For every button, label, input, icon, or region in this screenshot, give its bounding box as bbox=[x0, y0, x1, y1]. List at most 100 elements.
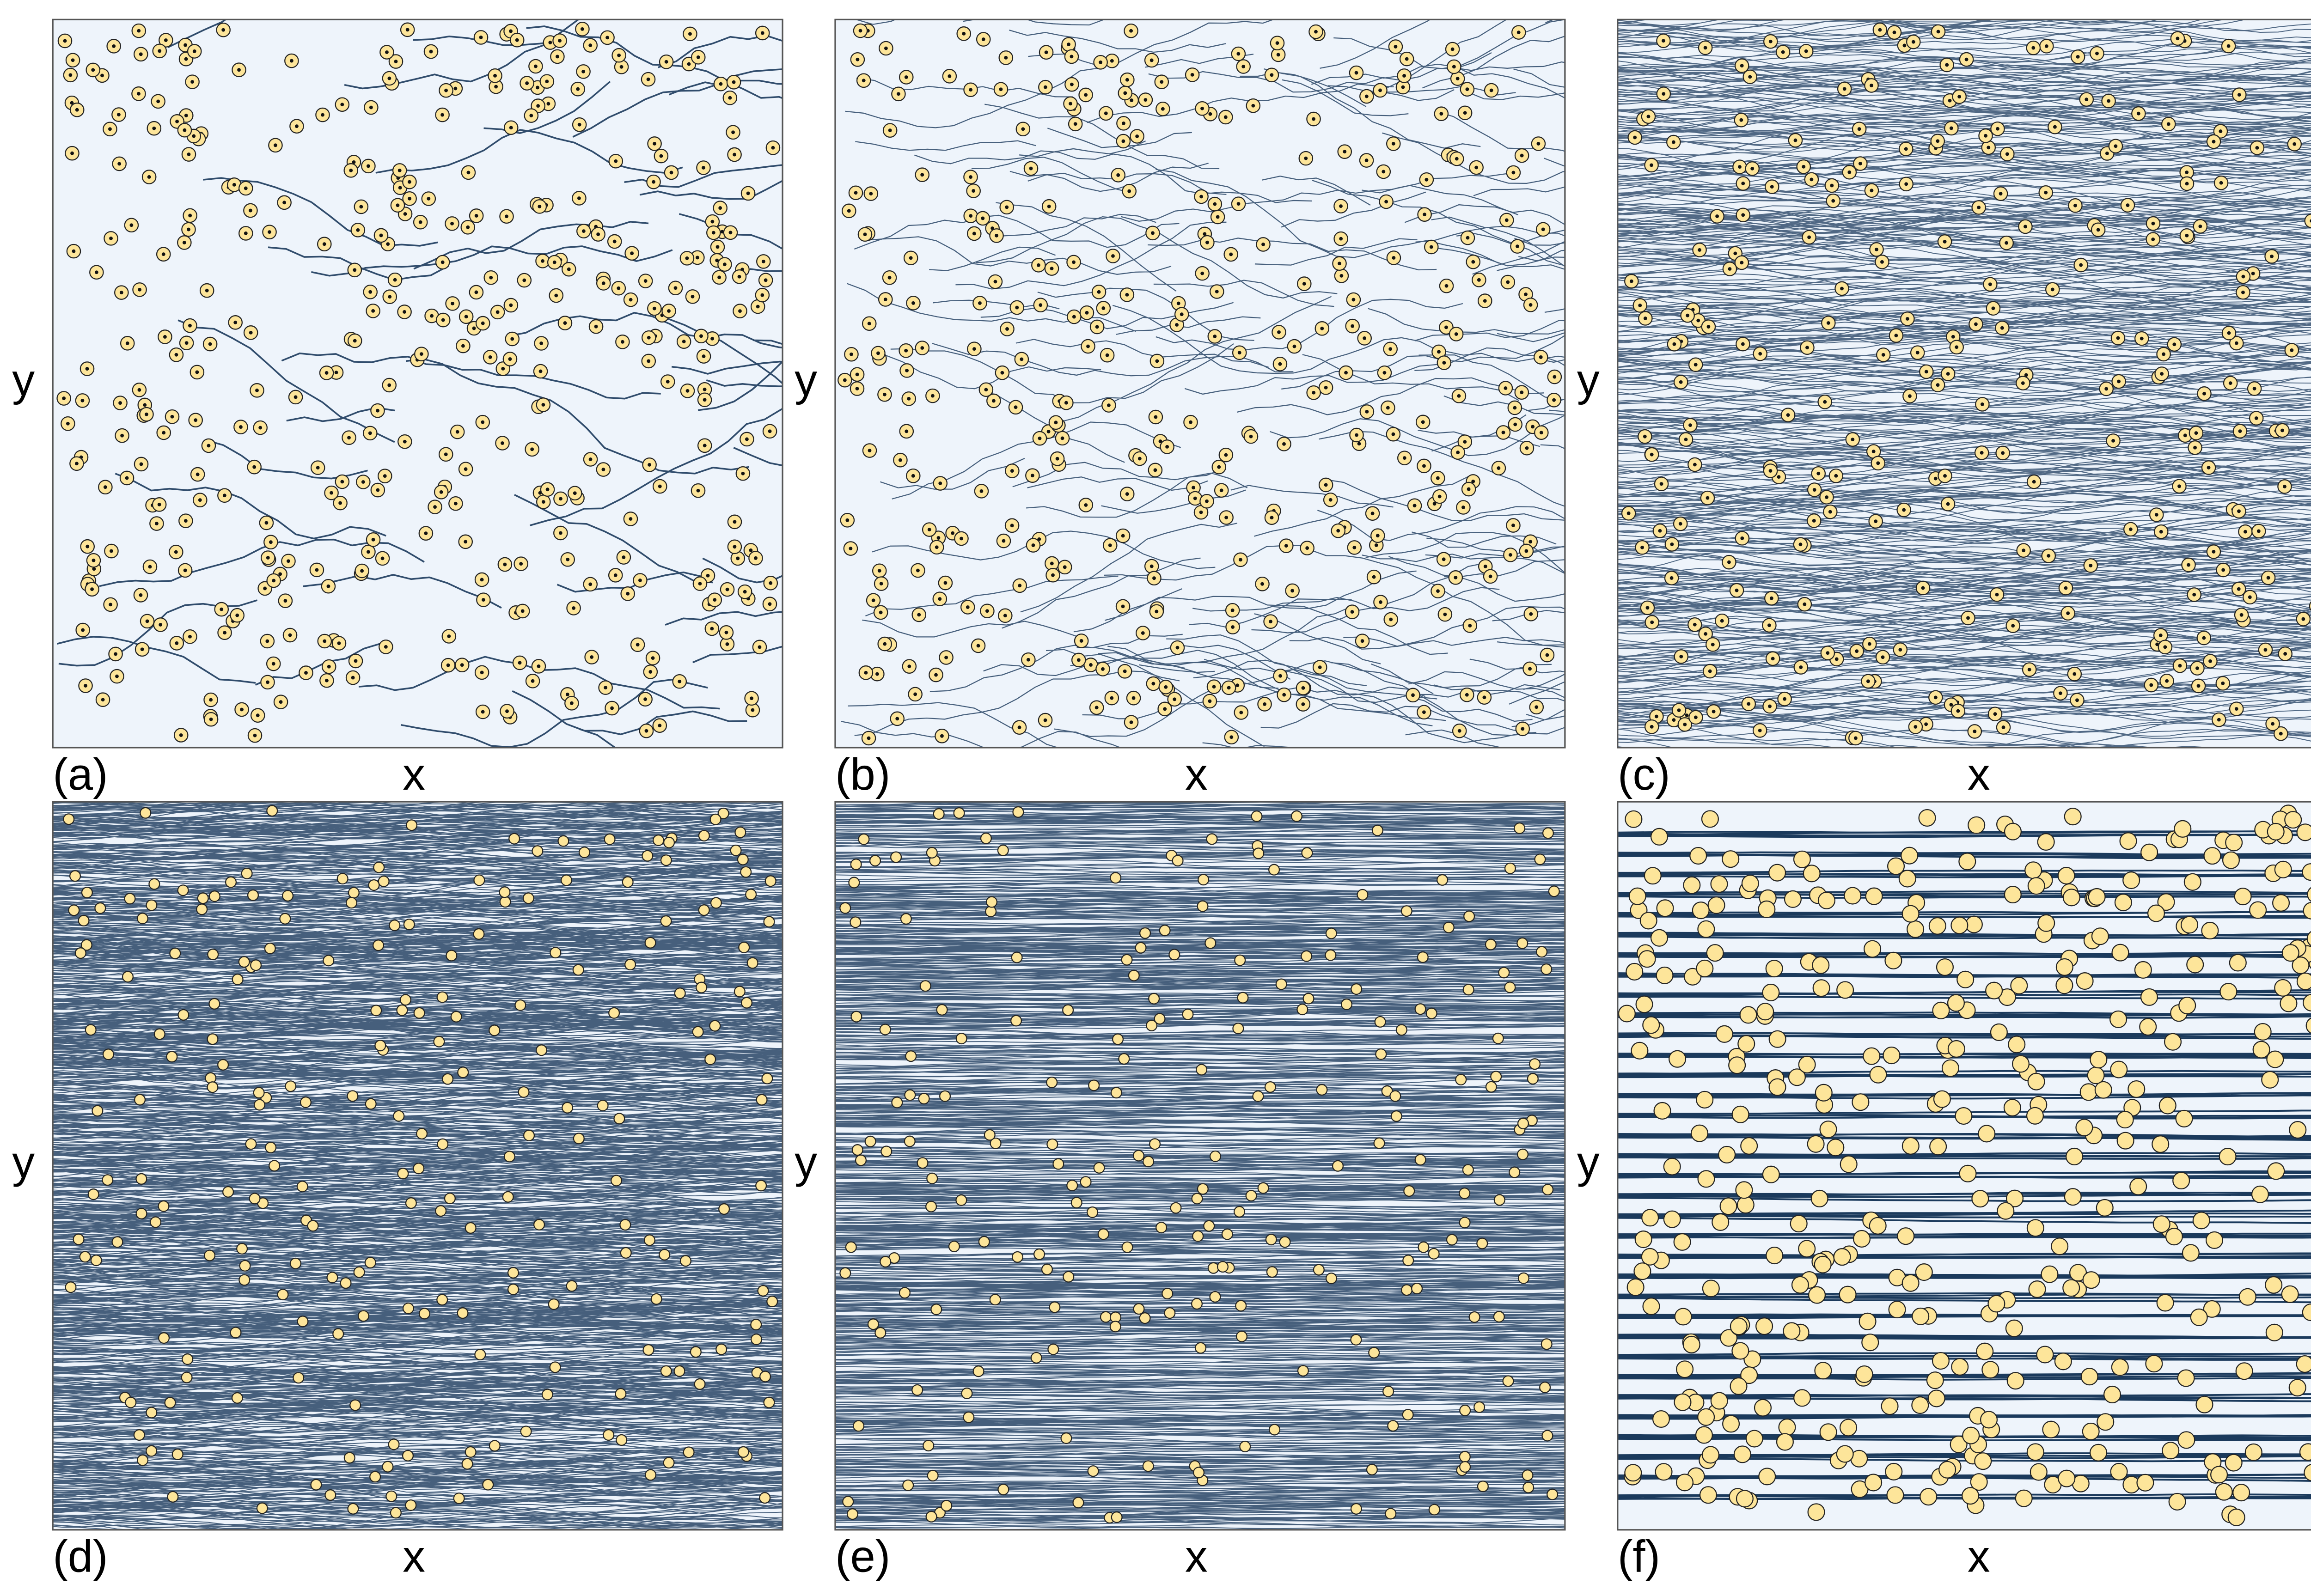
particle bbox=[1492, 1032, 1504, 1044]
particle bbox=[919, 980, 931, 992]
particle bbox=[2304, 213, 2311, 228]
particle bbox=[279, 913, 291, 925]
particle bbox=[2114, 894, 2132, 912]
particle bbox=[2210, 1466, 2228, 1484]
particle bbox=[2122, 871, 2140, 889]
particle-center bbox=[629, 298, 633, 302]
particle-center bbox=[1662, 39, 1665, 43]
particle-center bbox=[1364, 94, 1369, 98]
particle-center bbox=[1394, 45, 1398, 49]
particle-center bbox=[1094, 706, 1099, 710]
particle bbox=[2055, 976, 2073, 994]
particle bbox=[1855, 1365, 1873, 1383]
particle bbox=[985, 906, 997, 918]
particle bbox=[1485, 1081, 1497, 1093]
particle bbox=[2235, 1362, 2253, 1380]
particle-center bbox=[1282, 693, 1286, 697]
particle-center bbox=[1060, 436, 1064, 440]
particle bbox=[264, 943, 276, 955]
particle bbox=[1642, 1298, 1660, 1316]
particle-center bbox=[867, 736, 871, 740]
particle-center bbox=[1703, 46, 1707, 50]
particle-center bbox=[441, 318, 445, 322]
particle bbox=[738, 941, 750, 953]
particle bbox=[1656, 899, 1674, 917]
particle-center bbox=[722, 262, 727, 267]
particle bbox=[2288, 1379, 2306, 1397]
particle bbox=[1638, 950, 1656, 968]
particle-center bbox=[337, 641, 341, 646]
particle bbox=[326, 1272, 338, 1284]
particle-center bbox=[384, 645, 388, 649]
particle bbox=[1402, 1255, 1414, 1267]
particle-center bbox=[1005, 205, 1009, 209]
particle bbox=[560, 874, 573, 886]
particle bbox=[1066, 1179, 1078, 1192]
particle bbox=[1193, 1467, 1205, 1479]
particle-center bbox=[1002, 539, 1006, 543]
particle bbox=[1468, 1311, 1480, 1323]
particle bbox=[1385, 1508, 1397, 1520]
particle bbox=[1070, 1197, 1082, 1209]
particle bbox=[1756, 1003, 1774, 1021]
particle-center bbox=[174, 353, 178, 357]
particle-center bbox=[1411, 693, 1415, 697]
particle bbox=[2281, 944, 2299, 962]
particle bbox=[230, 1327, 242, 1339]
particle bbox=[2024, 861, 2042, 879]
particle-center bbox=[188, 323, 192, 328]
particle-center bbox=[855, 372, 859, 377]
particle bbox=[1784, 890, 1802, 908]
particle-center bbox=[2075, 698, 2079, 702]
particle bbox=[182, 1353, 194, 1365]
particle-center bbox=[207, 444, 211, 448]
particle bbox=[1817, 891, 1835, 909]
particle bbox=[1251, 810, 1263, 822]
particle-center bbox=[685, 389, 690, 393]
particle-center bbox=[745, 437, 749, 441]
particle bbox=[2134, 961, 2152, 979]
particle-center bbox=[855, 387, 859, 390]
particle-center bbox=[2050, 287, 2054, 292]
particle-center bbox=[164, 38, 168, 42]
particle bbox=[1052, 1158, 1064, 1170]
particle bbox=[1819, 1423, 1837, 1441]
particle-center bbox=[2172, 342, 2176, 347]
particle-center bbox=[1165, 445, 1169, 449]
panel-content bbox=[1617, 19, 2311, 748]
particle-center bbox=[1123, 669, 1127, 673]
particle-center bbox=[856, 57, 860, 61]
particle-center bbox=[733, 545, 737, 549]
particle bbox=[389, 920, 401, 932]
particle-center bbox=[148, 565, 152, 569]
particle-center bbox=[100, 73, 104, 78]
particle-center bbox=[620, 340, 624, 344]
particle-center bbox=[1223, 115, 1228, 119]
particle bbox=[450, 1011, 462, 1023]
particle bbox=[1965, 915, 1983, 933]
x-axis-label: x bbox=[403, 1531, 425, 1582]
particle bbox=[904, 1089, 916, 1101]
particle bbox=[402, 1303, 414, 1315]
particle-center bbox=[1200, 271, 1204, 275]
particle-center bbox=[1539, 355, 1543, 359]
particle-center bbox=[233, 320, 238, 324]
panel-label: (f) bbox=[1618, 1531, 1660, 1582]
particle-center bbox=[594, 324, 598, 329]
particle-center bbox=[125, 476, 129, 480]
particle bbox=[1235, 1330, 1248, 1342]
particle bbox=[238, 1274, 251, 1286]
particle-center bbox=[1212, 685, 1216, 689]
particle-center bbox=[408, 180, 411, 184]
particle-center bbox=[612, 239, 617, 244]
particle bbox=[1707, 896, 1725, 914]
particle-center bbox=[1224, 516, 1229, 519]
particle bbox=[1978, 1125, 1996, 1143]
particle-center bbox=[464, 315, 468, 319]
particle-center bbox=[1467, 487, 1471, 491]
particle bbox=[1139, 1312, 1151, 1324]
particle bbox=[135, 1173, 147, 1185]
particle-center bbox=[1876, 461, 1880, 465]
particle bbox=[167, 1491, 179, 1503]
particle-center bbox=[962, 31, 966, 36]
